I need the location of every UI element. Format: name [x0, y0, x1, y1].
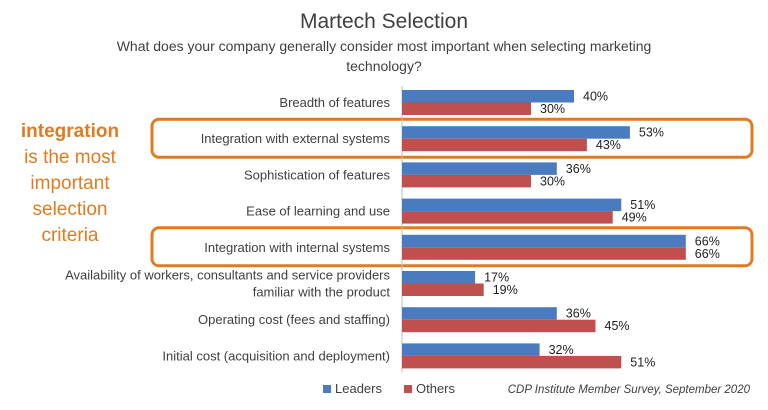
data-label-leaders-operating-cost-fees-and-staffing: 36% — [566, 307, 591, 321]
category-label-line: familiar with the product — [253, 285, 391, 300]
category-label-operating-cost-fees-and-staffing: Operating cost (fees and staffing) — [198, 312, 390, 327]
category-label-line: Ease of learning and use — [246, 204, 390, 219]
bar-others-integration-with-internal-systems — [402, 247, 686, 260]
data-label-leaders-ease-of-learning-and-use: 51% — [630, 198, 655, 212]
bar-leaders-integration-with-internal-systems — [402, 234, 686, 248]
bar-others-availability-of-workers-consultants-and-service-providers — [402, 283, 484, 296]
chart-title: Martech Selection — [300, 10, 468, 33]
category-label-line: Operating cost (fees and staffing) — [198, 312, 390, 327]
source-note: CDP Institute Member Survey, September 2… — [508, 384, 751, 396]
callout-heading: integration — [21, 121, 119, 142]
category-label-breadth-of-features: Breadth of features — [279, 95, 390, 110]
category-label-initial-cost-acquisition-and-deployment: Initial cost (acquisition and deployment… — [162, 348, 390, 363]
legend-label-leaders: Leaders — [335, 381, 382, 396]
bar-leaders-sophistication-of-features — [402, 162, 557, 175]
category-label-availability-of-workers-consultants-and-service-providers: Availability of workers, consultants and… — [65, 268, 390, 300]
category-label-ease-of-learning-and-use: Ease of learning and use — [246, 204, 390, 219]
legend-swatch-others — [404, 385, 412, 393]
bar-others-sophistication-of-features — [402, 174, 531, 188]
category-label-line: Initial cost (acquisition and deployment… — [162, 348, 390, 363]
bar-others-ease-of-learning-and-use — [402, 211, 613, 224]
bars-layer: Breadth of features 40% 30% Integration wit… — [65, 86, 754, 373]
chart-subtitle-line-1: What does your company generally conside… — [117, 38, 652, 54]
legend: Leaders Others — [323, 381, 456, 396]
legend-label-others: Others — [416, 381, 456, 396]
bar-leaders-ease-of-learning-and-use — [402, 198, 622, 212]
category-label-sophistication-of-features: Sophistication of features — [244, 167, 390, 182]
bar-leaders-breadth-of-features — [402, 90, 574, 103]
data-label-leaders-initial-cost-acquisition-and-deployment: 32% — [549, 343, 574, 357]
data-label-leaders-breadth-of-features: 40% — [583, 90, 608, 104]
highlight-box-integration-with-external-systems — [150, 117, 754, 159]
bar-others-breadth-of-features — [402, 102, 531, 115]
bar-leaders-availability-of-workers-consultants-and-service-providers — [402, 271, 476, 284]
category-label-line: Breadth of features — [279, 95, 390, 110]
data-label-leaders-integration-with-external-systems: 53% — [639, 126, 664, 140]
data-label-leaders-integration-with-internal-systems: 66% — [695, 234, 720, 248]
bar-others-operating-cost-fees-and-staffing — [402, 319, 596, 333]
bar-others-initial-cost-acquisition-and-deployment — [402, 355, 622, 369]
data-label-others-sophistication-of-features: 30% — [540, 174, 565, 188]
bar-leaders-operating-cost-fees-and-staffing — [402, 307, 557, 320]
bar-leaders-initial-cost-acquisition-and-deployment — [402, 343, 540, 356]
data-label-others-ease-of-learning-and-use: 49% — [622, 211, 647, 225]
bar-leaders-integration-with-external-systems — [402, 126, 630, 139]
chart-subtitle-line-2: technology? — [346, 58, 422, 74]
data-label-leaders-availability-of-workers-consultants-and-service-providers: 17% — [484, 271, 509, 285]
category-label-integration-with-internal-systems: Integration with internal systems — [204, 240, 390, 255]
data-label-leaders-sophistication-of-features: 36% — [566, 162, 591, 176]
category-label-line: Availability of workers, consultants and… — [65, 268, 390, 283]
category-label-line: Sophistication of features — [244, 167, 390, 182]
data-label-others-availability-of-workers-consultants-and-service-providers: 19% — [493, 283, 518, 297]
legend-swatch-leaders — [323, 385, 331, 393]
data-label-others-integration-with-external-systems: 43% — [596, 138, 621, 152]
category-label-line: Integration with internal systems — [204, 240, 390, 255]
callout-line-4: criteria — [41, 225, 98, 246]
highlight-box-integration-with-internal-systems — [150, 226, 754, 268]
category-label-integration-with-external-systems: Integration with external systems — [201, 131, 391, 146]
data-label-others-initial-cost-acquisition-and-deployment: 51% — [630, 355, 655, 369]
category-label-line: Integration with external systems — [201, 131, 391, 146]
callout-line-1: is the most — [24, 147, 117, 168]
callout-line-2: important — [30, 173, 110, 194]
data-label-others-breadth-of-features: 30% — [540, 102, 565, 116]
callout-line-3: selection — [33, 199, 108, 220]
bar-others-integration-with-external-systems — [402, 138, 587, 152]
data-label-others-operating-cost-fees-and-staffing: 45% — [605, 319, 630, 333]
data-label-others-integration-with-internal-systems: 66% — [695, 247, 720, 261]
